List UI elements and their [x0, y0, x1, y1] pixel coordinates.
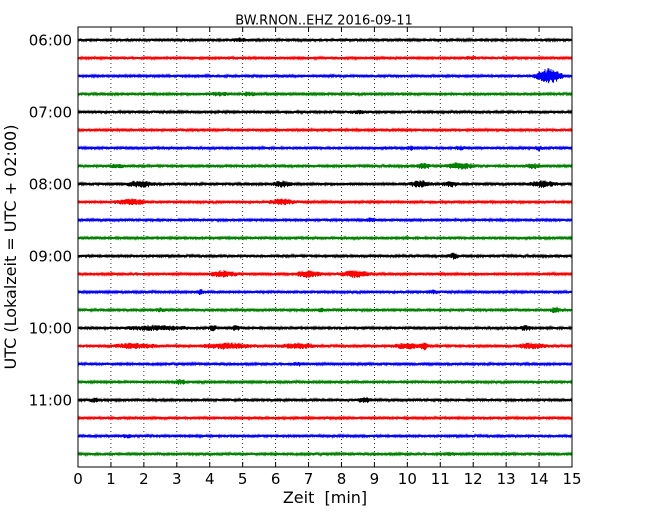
- seismogram-trace-1000: [77, 324, 573, 332]
- vertical-grid: [110, 27, 540, 467]
- seismogram-trace-0715: [77, 126, 573, 133]
- plot-frame: [77, 26, 573, 468]
- y-tick-labels: 06:00 07:00 08:00 09:00 10:00 11:00: [29, 32, 72, 410]
- seismogram-trace-0600: [77, 36, 573, 44]
- seismogram-trace-1045: [77, 378, 573, 386]
- x-tick-label: 9: [370, 470, 380, 488]
- seismogram-trace-1015: [77, 342, 573, 351]
- x-tick-label: 3: [172, 470, 182, 488]
- seismogram-trace-1100: [77, 396, 573, 404]
- x-tick-label: 0: [73, 470, 83, 488]
- x-tick-label: 7: [304, 470, 314, 488]
- x-tick-label: 11: [431, 470, 450, 488]
- seismogram-trace-0845: [77, 235, 573, 241]
- seismogram-trace-0830: [77, 216, 573, 224]
- x-tick-label: 8: [337, 470, 347, 488]
- seismogram-trace-0800: [77, 180, 573, 188]
- seismogram-trace-1130: [77, 432, 573, 439]
- seismogram-trace-1145: [77, 451, 573, 458]
- x-axis-label: Zeit [min]: [283, 488, 367, 507]
- y-tick-label: 06:00: [29, 32, 72, 50]
- x-tick-label: 2: [139, 470, 149, 488]
- x-tick-label: 1: [106, 470, 116, 488]
- seismogram-trace-0745: [77, 162, 573, 170]
- x-tick-label: 13: [497, 470, 516, 488]
- seismogram-trace-0915: [77, 270, 573, 279]
- seismogram-trace-1115: [77, 415, 573, 422]
- seismogram-trace-0615: [77, 55, 573, 62]
- seismogram-trace-0930: [77, 288, 573, 295]
- y-tick-label: 08:00: [29, 176, 72, 194]
- seismogram-trace-0730: [77, 145, 573, 151]
- seismogram-trace-0815: [77, 198, 573, 206]
- x-tick-label: 10: [398, 470, 417, 488]
- seismogram-trace-0700: [77, 108, 573, 116]
- seismogram-trace-0900: [77, 252, 573, 260]
- y-tick-label: 09:00: [29, 248, 72, 266]
- chart-title: BW.RNON..EHZ 2016-09-11: [235, 14, 413, 29]
- x-tick-label: 14: [530, 470, 549, 488]
- x-tick-labels: 0 1 2 3 4 5 6 7 8 9 10 11 12 13 14 15: [73, 470, 581, 488]
- x-tick-label: 12: [464, 470, 483, 488]
- y-tick-label: 11:00: [29, 392, 72, 410]
- x-tick-label: 4: [205, 470, 215, 488]
- y-tick-label: 07:00: [29, 104, 72, 122]
- y-axis-label: UTC (Lokalzeit = UTC + 02:00): [1, 125, 20, 370]
- x-tick-label: 5: [238, 470, 248, 488]
- seismogram-trace-1030: [77, 361, 573, 368]
- y-tick-label: 10:00: [29, 320, 72, 338]
- seismogram-trace-0630: [77, 68, 573, 84]
- seismogram-trace-0945: [77, 306, 573, 314]
- seismogram-trace-0645: [77, 90, 573, 97]
- seismogram-traces: [77, 36, 573, 458]
- x-tick-label: 6: [271, 470, 281, 488]
- x-tick-label: 15: [562, 470, 581, 488]
